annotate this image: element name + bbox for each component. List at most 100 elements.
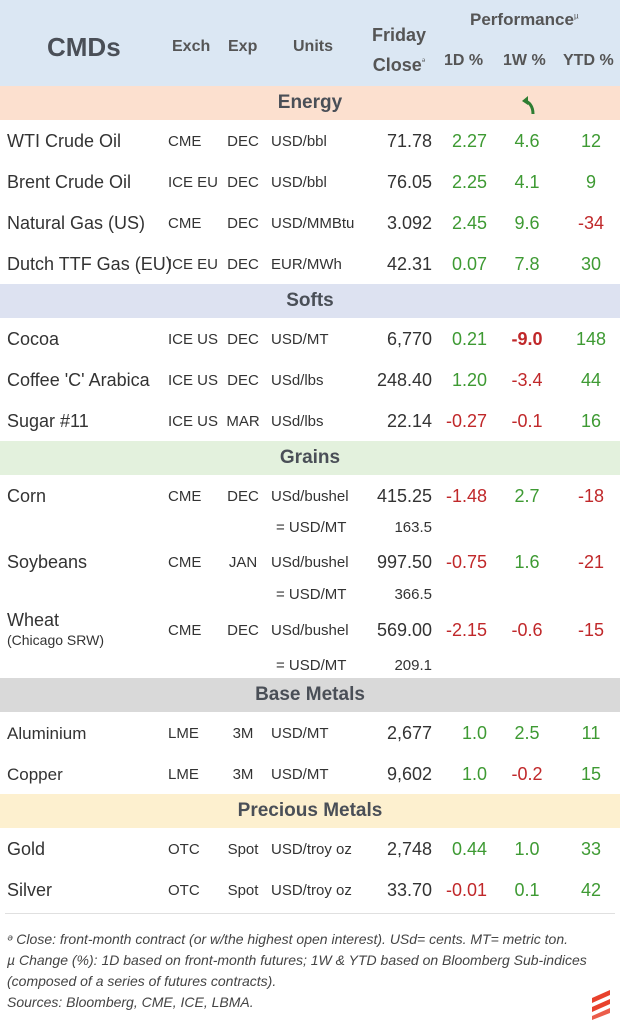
table-row-coffee: Coffee 'C' Arabica ICE US DEC USd/lbs 24… [0,360,620,401]
commodity-name: Soybeans [7,552,88,572]
units: USD/MMBtu [271,215,355,232]
units: USd/bushel [271,488,349,505]
change-ytd: -34 [577,213,604,233]
friday-close: 42.31 [386,254,432,274]
curved-up-arrow-icon [522,96,535,115]
footnote-sources: Sources: Bloomberg, CME, ICE, LBMA. [7,994,254,1010]
performance-header: Performanceµ [470,10,579,30]
expiry: MAR [226,413,260,430]
section-softs: Softs [0,284,620,318]
section-softs-label: Softs [286,290,334,311]
conversion-units: = USD/MT [276,586,347,603]
commodity-name: Sugar #11 [7,411,89,431]
change-ytd: 12 [580,131,602,151]
table-row-silver: Silver OTC Spot USD/troy oz 33.70 -0.01 … [0,870,620,911]
conversion-value: 163.5 [394,519,432,536]
commodity-name: Copper [7,765,63,784]
friday-close: 22.14 [386,411,432,431]
section-energy: Energy [0,86,620,120]
commodity-name: Dutch TTF Gas (EU) [7,254,172,274]
change-1w: 2.5 [514,723,540,743]
table-header: CMDs Exch Exp Units Friday Closeᵊ Perfor… [0,0,620,86]
table-title: CMDs [47,32,121,62]
section-grains: Grains [0,441,620,475]
section-base-metals: Base Metals [0,678,620,712]
friday-label: Friday [371,25,427,45]
change-1w: 4.6 [514,131,540,151]
expiry: 3M [232,725,254,742]
expiry: DEC [227,215,259,232]
units: USD/MT [271,331,329,348]
exchange: ICE EU [168,256,219,273]
section-energy-label: Energy [277,92,343,113]
brand-logo-icon [592,990,610,1020]
change-1w: 4.1 [514,172,540,192]
friday-close: 2,748 [386,839,432,859]
table-row-brent: Brent Crude Oil ICE EU DEC USD/bbl 76.05… [0,162,620,203]
change-ytd: 16 [580,411,602,431]
conversion-units: = USD/MT [276,657,347,674]
change-ytd: 42 [580,880,602,900]
conversion-value: 209.1 [394,657,432,674]
commodity-name: WTI Crude Oil [7,131,122,151]
change-ytd: 30 [580,254,602,274]
conversion-units: = USD/MT [276,519,347,536]
units: USD/troy oz [271,882,352,899]
change-ytd: 33 [580,839,602,859]
units-header: Units [293,38,333,55]
commodity-name: Cocoa [7,329,60,349]
commodity-name: Aluminium [7,724,87,743]
change-1w: -0.1 [511,411,543,431]
table-row-gold: Gold OTC Spot USD/troy oz 2,748 0.44 1.0… [0,829,620,870]
change-1w: -0.6 [511,620,543,640]
units: USD/MT [271,766,329,783]
d1-header: 1D % [444,52,484,69]
change-1w: 2.7 [514,486,540,506]
units: USd/lbs [271,372,324,389]
change-1d: 2.45 [451,213,487,233]
table-row-wheat: Wheat CME DEC USd/bushel 569.00 -2.15 -0… [0,610,620,651]
change-1d: 0.44 [451,839,487,859]
friday-close: 33.70 [386,880,432,900]
exchange: OTC [168,841,200,858]
friday-close: 76.05 [386,172,432,192]
section-precious-metals: Precious Metals [0,794,620,828]
expiry: DEC [227,372,259,389]
change-ytd: 11 [581,723,601,743]
conversion-value: 366.5 [394,586,432,603]
commodity-name: Silver [7,880,53,900]
friday-close: 2,677 [386,723,432,743]
friday-close: 71.78 [386,131,432,151]
units: USD/MT [271,725,329,742]
friday-close: 569.00 [376,620,432,640]
footer-divider [5,913,615,914]
change-ytd: 44 [580,370,602,390]
commodity-name: Corn [7,486,47,506]
table-row-cocoa: Cocoa ICE US DEC USD/MT 6,770 0.21 -9.0 … [0,319,620,360]
commodity-name: Coffee 'C' Arabica [7,370,150,390]
change-1w: 9.6 [514,213,540,233]
change-1d: -1.48 [445,486,487,506]
expiry: Spot [227,882,259,899]
units: USD/troy oz [271,841,352,858]
change-1d: 1.0 [461,723,487,743]
footnote-close: ᵊ Close: front-month contract (or w/the … [7,931,568,947]
table-row-ttf: Dutch TTF Gas (EU) ICE EU DEC EUR/MWh 42… [0,244,620,285]
table-row-aluminium: Aluminium LME 3M USD/MT 2,677 1.0 2.5 11 [0,713,620,754]
units: USd/bushel [271,622,349,639]
exchange: LME [168,766,199,783]
friday-close: 3.092 [386,213,432,233]
units: USD/bbl [271,174,327,191]
performance-footnote-marker: µ [573,11,579,21]
footnote-change: µ Change (%): 1D based on front-month fu… [7,952,587,989]
expiry: DEC [227,622,259,639]
expiry: 3M [232,766,254,783]
ytd-header: YTD % [563,52,614,69]
change-1d: 2.27 [451,131,487,151]
exchange: ICE EU [168,174,219,191]
commodity-subname: (Chicago SRW) [7,632,104,648]
units: USd/bushel [271,554,349,571]
change-1w: 1.6 [514,552,540,572]
exchange: ICE US [168,331,219,348]
units: USD/bbl [271,133,327,150]
